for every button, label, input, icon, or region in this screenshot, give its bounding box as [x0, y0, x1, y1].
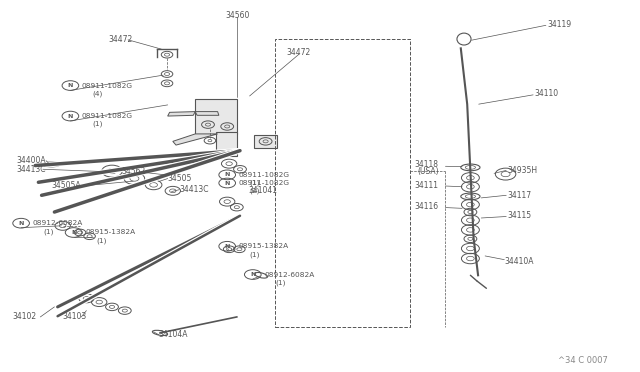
Text: 08912-6082A: 08912-6082A — [264, 272, 315, 278]
Text: N: N — [250, 272, 255, 277]
Text: 34472: 34472 — [109, 35, 133, 44]
Text: (USA): (USA) — [417, 167, 439, 176]
Text: N: N — [225, 172, 230, 177]
Polygon shape — [168, 112, 195, 116]
Text: 34102: 34102 — [13, 312, 37, 321]
Text: ^34 C 0007: ^34 C 0007 — [558, 356, 608, 365]
Text: 34562: 34562 — [122, 167, 146, 176]
Text: N: N — [68, 83, 73, 88]
Text: 34110: 34110 — [534, 89, 559, 98]
Bar — [254, 135, 277, 148]
Text: N: N — [19, 221, 24, 226]
Text: 34119: 34119 — [547, 20, 572, 29]
Text: 08915-1382A: 08915-1382A — [239, 243, 289, 249]
Text: N: N — [225, 180, 230, 186]
Text: 34104A: 34104A — [159, 330, 188, 339]
Text: (1): (1) — [250, 180, 260, 186]
Text: 08911-1082G: 08911-1082G — [239, 180, 290, 186]
Text: 34117: 34117 — [508, 191, 532, 200]
Text: (1): (1) — [93, 121, 103, 128]
Text: (1): (1) — [250, 251, 260, 258]
Bar — [275, 39, 410, 327]
Text: 34115: 34115 — [508, 211, 532, 220]
Text: 08911-1082G: 08911-1082G — [82, 113, 133, 119]
Text: 08911-1082G: 08911-1082G — [82, 83, 133, 89]
Bar — [195, 99, 237, 134]
Text: 08911-1082G: 08911-1082G — [239, 172, 290, 178]
Text: 34560: 34560 — [225, 11, 250, 20]
Polygon shape — [173, 134, 218, 145]
Text: N: N — [225, 244, 230, 249]
Text: 34400A: 34400A — [16, 156, 45, 165]
Text: 34118: 34118 — [415, 160, 439, 169]
Text: 34413C: 34413C — [16, 165, 45, 174]
Text: (1): (1) — [44, 228, 54, 235]
Text: (2): (2) — [250, 188, 260, 195]
Text: 341041: 341041 — [248, 186, 277, 195]
Text: 34935H: 34935H — [508, 166, 538, 175]
Polygon shape — [195, 112, 219, 115]
Text: 34111: 34111 — [415, 181, 439, 190]
Text: N: N — [68, 113, 73, 119]
Text: 08915-1382A: 08915-1382A — [85, 230, 135, 235]
Text: 34413C: 34413C — [179, 185, 209, 194]
Text: (1): (1) — [275, 279, 285, 286]
Text: (1): (1) — [96, 237, 106, 244]
Text: 34472: 34472 — [286, 48, 310, 57]
Text: 34410A: 34410A — [504, 257, 534, 266]
Text: 34505A: 34505A — [51, 182, 81, 190]
Text: 34103: 34103 — [62, 312, 86, 321]
Text: (4): (4) — [93, 90, 103, 97]
Text: 34116: 34116 — [415, 202, 439, 211]
Text: N: N — [71, 230, 76, 235]
Text: 08912-6082A: 08912-6082A — [33, 220, 83, 226]
Text: 34505: 34505 — [168, 174, 192, 183]
Bar — [216, 132, 237, 156]
